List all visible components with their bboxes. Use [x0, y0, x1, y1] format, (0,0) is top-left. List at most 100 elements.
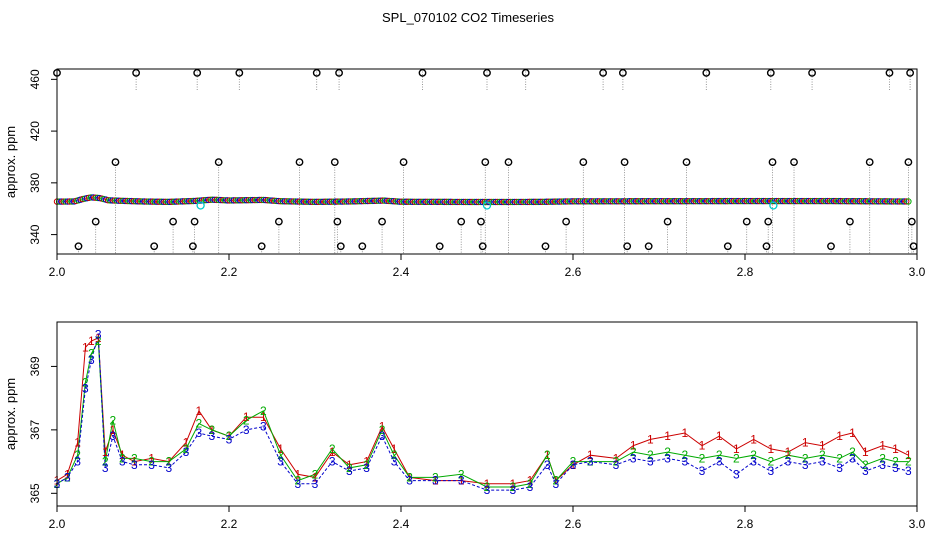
baseline-marker [547, 198, 555, 205]
series-2-point: 2 [208, 423, 215, 437]
series-2-point: 2 [750, 448, 757, 462]
baseline-marker [626, 198, 633, 205]
baseline-marker [58, 198, 65, 205]
outlier-point [504, 158, 513, 167]
baseline-marker [66, 198, 73, 205]
baseline-marker [654, 198, 661, 205]
baseline-marker [862, 198, 870, 205]
baseline-marker [230, 197, 237, 204]
outlier-point [599, 68, 607, 77]
baseline-marker [758, 197, 765, 205]
series-1-point: 1 [391, 442, 398, 456]
baseline-marker [277, 198, 284, 205]
series-2-point: 2 [294, 474, 301, 488]
baseline-marker [794, 197, 801, 205]
baseline-marker [890, 198, 897, 205]
highlighted-point [196, 201, 205, 210]
baseline-marker [600, 198, 608, 205]
series-1-point: 1 [260, 410, 267, 424]
baseline-marker [666, 198, 674, 205]
baseline-marker [730, 197, 738, 205]
series-3-point: 3 [767, 464, 774, 478]
baseline-marker [839, 197, 846, 205]
baseline-marker [690, 197, 697, 205]
series-1-point: 1 [647, 432, 654, 446]
baseline-marker [473, 198, 480, 206]
outlier-point [742, 217, 751, 226]
series-1-point: 1 [587, 448, 594, 462]
baseline-marker [817, 197, 825, 205]
series-1-point: 1 [379, 420, 386, 434]
outlier-point [188, 242, 197, 251]
baseline-marker [64, 198, 71, 205]
baseline-marker [722, 197, 729, 205]
baseline-marker [717, 197, 725, 205]
outlier-point [190, 217, 199, 226]
baseline-marker [409, 198, 416, 205]
baseline-marker [407, 198, 414, 205]
baseline-marker [762, 197, 769, 205]
series-3-point: 3 [148, 458, 155, 472]
baseline-marker [460, 198, 467, 206]
baseline-marker [451, 198, 459, 206]
series-1-point: 1 [819, 439, 826, 453]
baseline-marker [505, 198, 512, 206]
panel1-axes: 2.0 2.2 2.4 2.6 2.8 3.0 340 380 420 460 [28, 69, 926, 279]
baseline-marker [155, 198, 163, 205]
series-2-point: 2 [391, 448, 398, 462]
baseline-marker [224, 197, 231, 204]
panel-full-range: 2.0 2.2 2.4 2.6 2.8 3.0 340 380 420 460 approx. p… [3, 68, 926, 279]
series-2-point: 2 [277, 448, 284, 462]
baseline-marker [175, 198, 182, 205]
outlier-point [846, 217, 854, 226]
baseline-marker [700, 197, 708, 205]
series-3-point: 3 [391, 455, 398, 469]
series-2-point: 2 [630, 445, 637, 459]
baseline-marker [228, 197, 235, 204]
baseline-marker [775, 197, 782, 205]
baseline-marker [394, 198, 401, 205]
baseline-marker [581, 198, 589, 205]
series-2-point: 2 [196, 417, 203, 431]
baseline-marker [383, 197, 391, 204]
baseline-marker [790, 197, 797, 205]
series-1-point: 1 [802, 436, 809, 450]
baseline-marker [411, 198, 418, 205]
series-3-point: 3 [294, 477, 301, 491]
series-2-point: 2 [509, 480, 516, 494]
series-1-point: 1 [277, 442, 284, 456]
panel1-data-layer [53, 68, 918, 254]
baseline-marker [456, 198, 463, 206]
series-2-point: 2 [699, 451, 706, 465]
baseline-marker [894, 198, 901, 205]
baseline-marker [745, 197, 752, 205]
baseline-marker [434, 198, 442, 206]
series-3-point: 3 [905, 464, 912, 478]
baseline-marker [545, 198, 552, 205]
baseline-marker [877, 198, 884, 205]
baseline-marker [866, 198, 874, 205]
series-3-point: 3 [750, 455, 757, 469]
baseline-marker [453, 198, 461, 206]
baseline-marker [858, 198, 865, 205]
series-1-point: 1 [148, 451, 155, 465]
panel2-x-tick-label: 2.4 [393, 517, 410, 531]
baseline-marker [326, 198, 333, 205]
baseline-marker [607, 198, 614, 205]
series-3-point: 3 [406, 474, 413, 488]
series-3-point: 3 [862, 464, 869, 478]
outlier-point [378, 217, 386, 226]
baseline-marker [673, 197, 680, 205]
baseline-marker [132, 198, 139, 205]
baseline-marker [192, 197, 199, 205]
baseline-marker [462, 198, 469, 206]
outlier-point [623, 242, 632, 251]
baseline-marker [470, 198, 478, 206]
series-1-point: 1 [552, 474, 559, 488]
baseline-marker [111, 197, 118, 204]
baseline-marker [590, 198, 597, 205]
baseline-marker [285, 198, 293, 205]
baseline-marker [511, 198, 518, 206]
baseline-marker [502, 198, 510, 206]
